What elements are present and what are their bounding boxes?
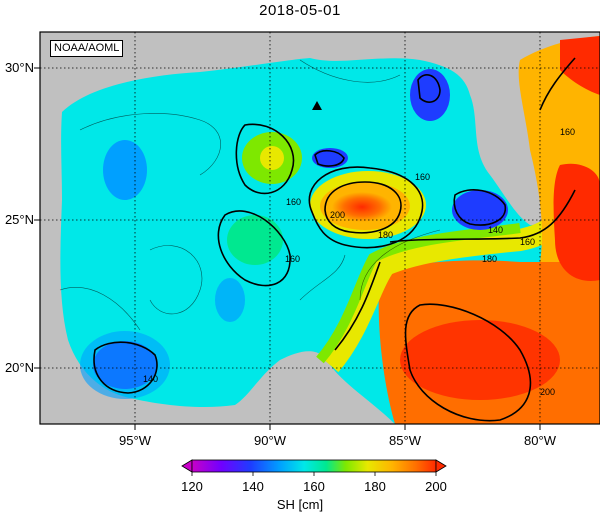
loop-current-band-green — [316, 223, 521, 364]
lat-label-30: 30°N — [5, 60, 34, 75]
lon-label-90: 90°W — [254, 433, 287, 448]
colorbar-tick-180: 180 — [364, 479, 386, 494]
colorbar-tick-140: 140 — [242, 479, 264, 494]
cold-eddy-s — [215, 278, 245, 322]
contour-label: 160 — [560, 127, 575, 137]
high-green-core — [260, 146, 284, 170]
atlantic-red-core — [560, 36, 600, 95]
lon-label-80: 80°W — [524, 433, 557, 448]
map-frame — [39, 31, 600, 425]
contour-lines — [93, 57, 576, 422]
colorbar — [181, 459, 447, 476]
contour-label: 160 — [286, 197, 301, 207]
caribbean-red-core — [400, 320, 560, 400]
contour-label: 180 — [378, 230, 393, 240]
graticule — [40, 32, 600, 424]
high-green-s — [227, 215, 283, 265]
colorbar-tick-120: 120 — [181, 479, 203, 494]
station-triangle-marker — [312, 101, 322, 110]
lat-label-20: 20°N — [5, 360, 34, 375]
contour-label: 140 — [143, 374, 158, 384]
lon-label-85: 85°W — [389, 433, 422, 448]
contour-label: 160 — [520, 237, 535, 247]
colorbar-tick-160: 160 — [303, 479, 325, 494]
colorbar-tick-200: 200 — [425, 479, 447, 494]
lat-label-25: 25°N — [5, 212, 34, 227]
atlantic-red-patch — [553, 163, 600, 281]
cold-eddy-fl — [452, 190, 508, 230]
contour-label: 160 — [415, 172, 430, 182]
cold-eddy-ne — [410, 69, 450, 121]
contour-label: 180 — [482, 254, 497, 264]
ticks — [34, 67, 541, 430]
contour-label: 200 — [540, 387, 555, 397]
contour-label: 200 — [330, 210, 345, 220]
warm-eddy-core — [332, 192, 392, 222]
map-title: 2018-05-01 — [259, 2, 341, 19]
contour-label: 140 — [488, 225, 503, 235]
colorbar-title: SH [cm] — [276, 497, 324, 512]
cold-eddy-w — [103, 140, 147, 200]
lon-label-95: 95°W — [119, 433, 152, 448]
credit-label: NOAA/AOML — [50, 40, 124, 57]
contour-label: 160 — [285, 254, 300, 264]
minor-contours — [59, 59, 441, 331]
